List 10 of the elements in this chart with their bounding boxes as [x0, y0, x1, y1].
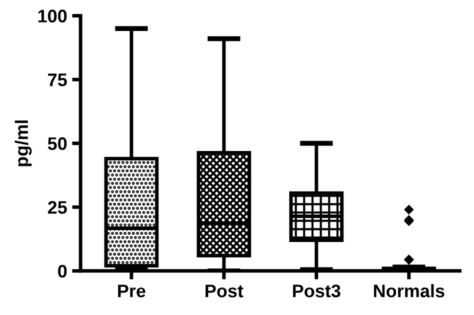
- x-tick-label: Pre: [118, 284, 146, 298]
- y-tick-label: 100: [38, 10, 67, 22]
- x-tick-label: Post: [206, 284, 244, 298]
- y-tick-label: 75: [48, 74, 67, 86]
- y-axis-title: pg/ml: [14, 120, 32, 166]
- y-tick-label: 25: [48, 201, 67, 214]
- x-tick-label: Normals: [374, 284, 444, 298]
- y-tick-label: 0: [58, 264, 67, 278]
- x-tick-label: Post3: [293, 284, 340, 298]
- y-tick-label: 50: [48, 137, 67, 150]
